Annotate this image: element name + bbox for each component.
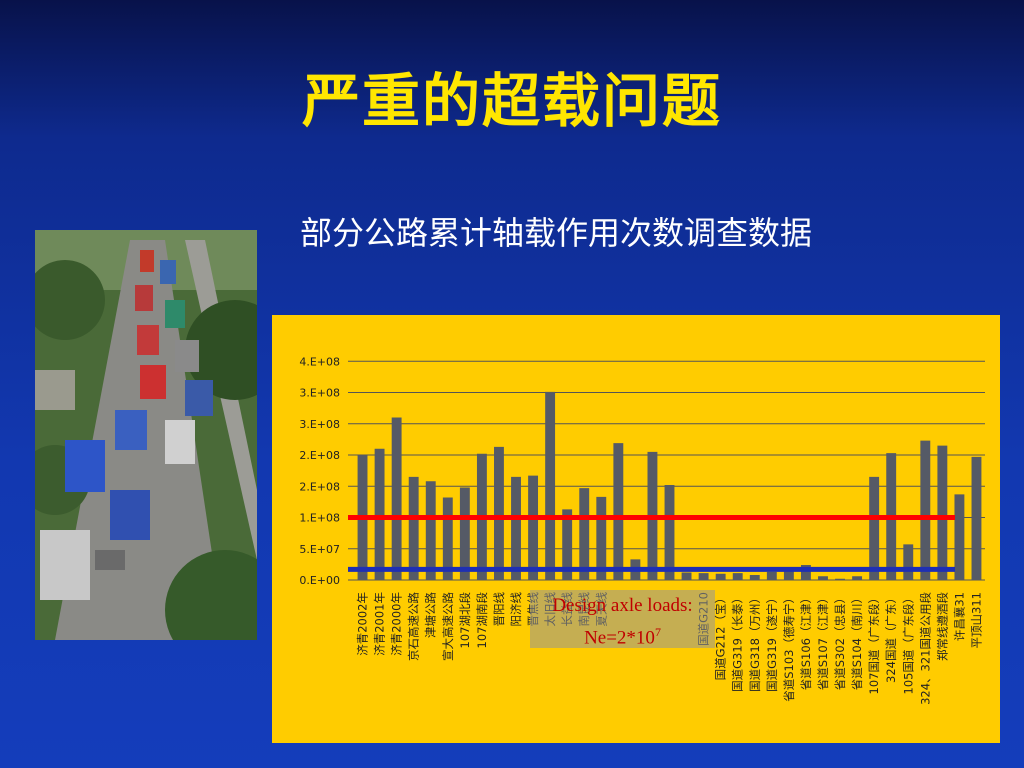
- category-label: 国道G212（宝）: [714, 592, 728, 680]
- bar: [494, 446, 504, 580]
- bar: [664, 485, 675, 580]
- category-label: 107湖北段: [458, 592, 472, 649]
- bar: [852, 576, 863, 580]
- design-axle-loads-annotation: Design axle loads: Ne=2*107: [530, 590, 715, 648]
- bar: [528, 475, 539, 580]
- bar: [954, 494, 965, 580]
- bar: [937, 445, 948, 580]
- category-label: 郑常线遵酒段: [935, 592, 949, 661]
- category-label: 107国道（广东段）: [867, 592, 881, 694]
- bar: [732, 573, 743, 580]
- annotation-exponent: 7: [654, 625, 661, 639]
- category-label: 津塘公路: [424, 592, 438, 638]
- bar: [715, 573, 726, 580]
- bar: [408, 476, 419, 580]
- bar: [971, 456, 982, 580]
- annotation-value: Ne=2*10: [584, 627, 655, 649]
- bar: [800, 565, 811, 580]
- y-tick-label: 1.E+08: [299, 512, 340, 525]
- bar: [425, 481, 436, 580]
- bar: [391, 417, 402, 580]
- y-tick-label: 4.E+08: [299, 355, 340, 368]
- bar: [681, 572, 692, 580]
- category-label: 省道S103（德寿宁）: [782, 592, 796, 702]
- category-label: 济青2000年: [390, 592, 404, 656]
- bar: [766, 571, 777, 580]
- bar: [698, 573, 709, 580]
- category-label: 省道S106（江津）: [799, 592, 813, 690]
- category-label: 省道S107（江津）: [816, 592, 830, 690]
- bar: [545, 391, 556, 580]
- y-tick-label: 5.E+07: [299, 543, 340, 556]
- y-tick-label: 2.E+08: [299, 480, 340, 493]
- bar: [818, 576, 828, 580]
- y-tick-label: 3.E+08: [299, 418, 340, 431]
- category-label: 济青2002年: [356, 592, 370, 656]
- bar: [562, 509, 573, 580]
- y-tick-label: 3.E+08: [299, 387, 340, 400]
- bar: [835, 578, 845, 580]
- category-label: 阳济线: [509, 592, 523, 627]
- category-label: 平顶山311: [969, 592, 983, 648]
- category-label: 324国道（广东）: [884, 592, 898, 683]
- category-label: 105国道（广东段）: [901, 592, 915, 694]
- bar: [374, 448, 385, 580]
- category-label: 省道S302（忠县）: [833, 592, 847, 690]
- truck-convoy-illustration: [35, 230, 257, 640]
- bar: [511, 476, 521, 580]
- bar: [613, 443, 624, 580]
- y-tick-label: 0.E+00: [299, 574, 340, 587]
- category-label: 国道G318（万州）: [748, 592, 762, 692]
- category-label: 省道S104（南川）: [850, 592, 864, 690]
- bar: [596, 496, 607, 580]
- annotation-line-1: Design axle loads:: [552, 595, 693, 616]
- bar: [442, 497, 453, 580]
- bar: [579, 488, 590, 580]
- bar: [920, 440, 931, 580]
- slide-title: 严重的超载问题: [301, 67, 722, 135]
- y-tick-label: 2.E+08: [299, 449, 340, 462]
- category-label: 国道G319（长泰）: [731, 592, 745, 692]
- slide-subtitle: 部分公路累计轴载作用次数调查数据: [300, 214, 813, 252]
- bar: [869, 476, 880, 580]
- category-label: 324、321国道公用段: [918, 592, 932, 705]
- bar: [903, 544, 914, 580]
- bar: [459, 487, 470, 580]
- category-label: 许昌襄31: [952, 592, 966, 641]
- category-label: 京石高速公路: [407, 592, 421, 661]
- bar: [749, 575, 760, 580]
- annotation-line-2: Ne=2*107: [530, 619, 715, 651]
- y-axis-ticks: 0.E+00 5.E+07 1.E+08 2.E+08 2.E+08 3.E+08 3.E+…: [299, 355, 340, 587]
- category-label: 济青2001年: [373, 592, 387, 656]
- category-label: 宣大高速公路: [441, 592, 455, 661]
- reference-lines: [348, 515, 955, 572]
- chart-panel: 0.E+00 5.E+07 1.E+08 2.E+08 2.E+08 3.E+08 3.E+…: [272, 315, 1000, 743]
- truck-convoy-photo: [35, 230, 257, 640]
- bar-chart: 0.E+00 5.E+07 1.E+08 2.E+08 2.E+08 3.E+08 3.E+…: [299, 355, 985, 705]
- category-label: 国道G319（遂宁）: [765, 592, 779, 692]
- category-label: 107湖南段: [475, 592, 489, 649]
- category-label: 晋阳线: [492, 592, 506, 627]
- bar: [783, 570, 794, 580]
